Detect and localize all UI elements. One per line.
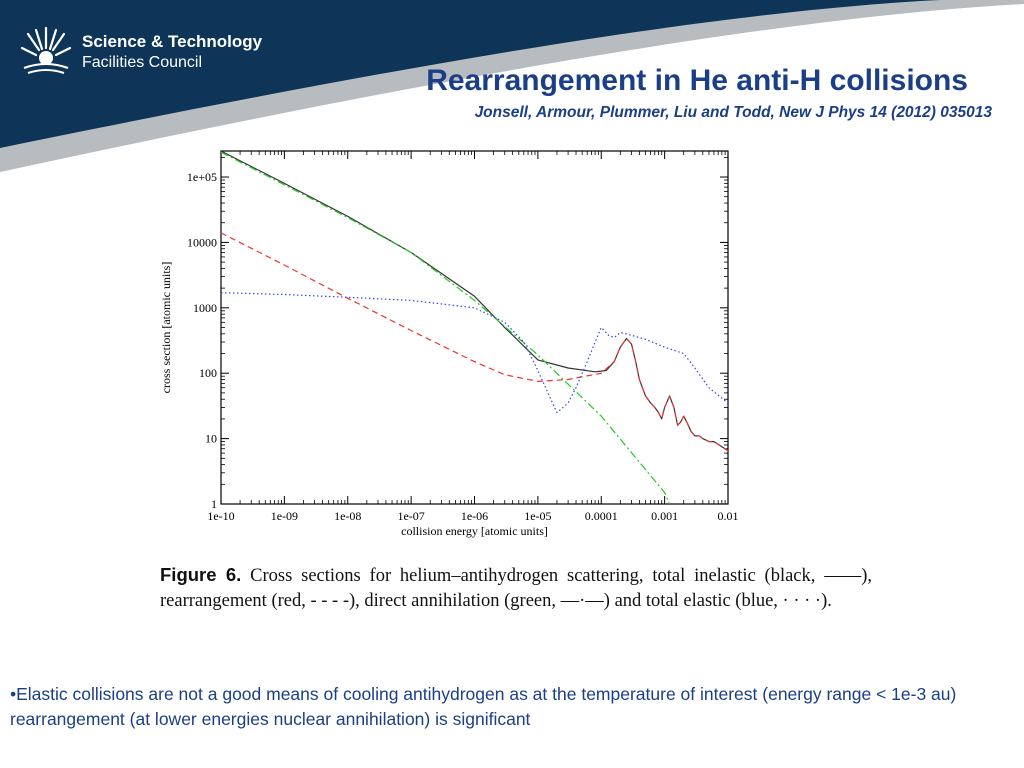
- x-tick-label: 0.0001: [585, 509, 618, 523]
- y-tick-label: 10000: [187, 235, 217, 249]
- org-name-line1: Science & Technology: [82, 32, 263, 51]
- org-logo: Science & Technology Facilities Council: [20, 24, 263, 80]
- x-tick-label: 1e-07: [397, 509, 424, 523]
- x-axis-label: collision energy [atomic units]: [401, 524, 548, 538]
- plot-frame: [220, 150, 729, 505]
- figure-caption: Figure 6. Cross sections for helium–anti…: [160, 562, 872, 614]
- y-tick-label: 10: [205, 432, 217, 446]
- x-tick-label: 1e-09: [271, 509, 298, 523]
- header-band: [0, 0, 1024, 172]
- figure-caption-text: Cross sections for helium–antihydrogen s…: [160, 566, 873, 611]
- y-tick-label: 1: [211, 497, 217, 511]
- x-tick-label: 1e-10: [207, 509, 234, 523]
- x-tick-label: 1e-08: [334, 509, 361, 523]
- x-tick-label: 1e-06: [461, 509, 488, 523]
- y-tick-label: 1000: [193, 301, 217, 315]
- series-line-dashdot: [220, 151, 671, 505]
- bullet-text: •Elastic collisions are not a good means…: [10, 684, 957, 729]
- org-name-line2: Facilities Council: [82, 54, 203, 71]
- slide-title: Rearrangement in He anti-H collisions: [426, 64, 968, 97]
- x-tick-label: 0.001: [651, 509, 678, 523]
- slide-subtitle: Jonsell, Armour, Plummer, Liu and Todd, …: [474, 104, 992, 121]
- figure-label: Figure 6.: [160, 564, 242, 585]
- series-line-dotted: [220, 292, 729, 414]
- header-band-shape: [0, 0, 940, 148]
- x-tick-label: 1e-05: [524, 509, 551, 523]
- y-tick-label: 1e+05: [187, 170, 217, 184]
- series-line-dashed: [220, 232, 729, 452]
- x-tick-label: 0.01: [718, 509, 739, 523]
- cross-section-chart: 1e-10 1e-09 1e-08 1e-07 1e-06 1e-05 0.0001 0.00…: [159, 150, 739, 538]
- stfc-sunburst-icon: [20, 26, 72, 74]
- y-tick-label: 100: [199, 366, 217, 380]
- y-axis-label: cross section [atomic units]: [159, 262, 173, 394]
